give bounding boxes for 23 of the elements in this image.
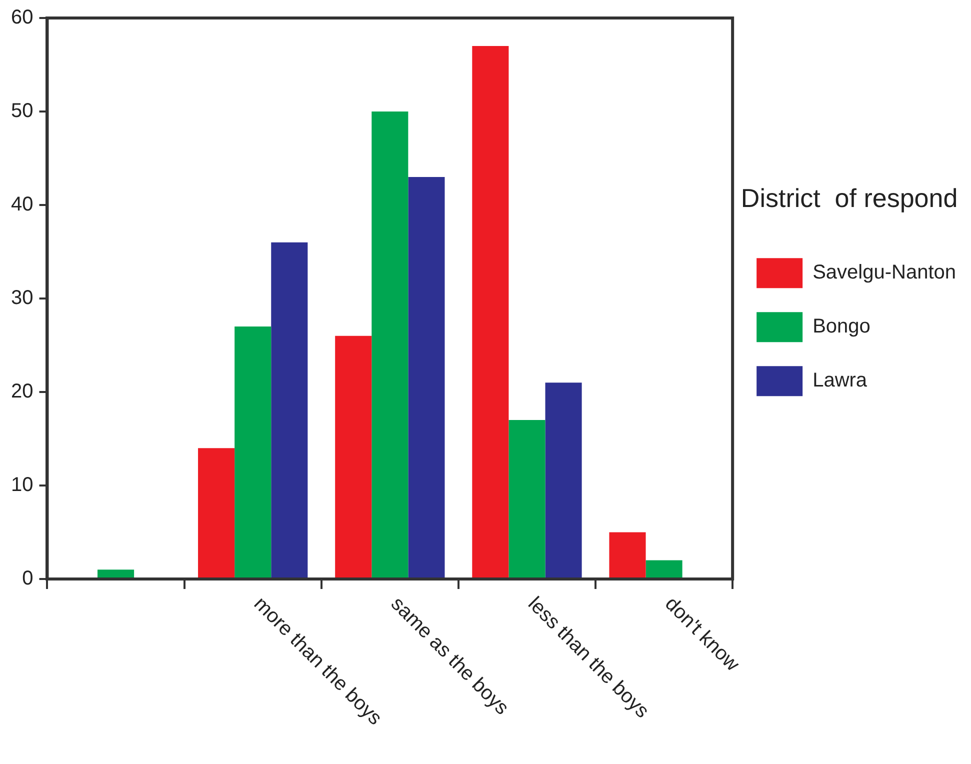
- legend-label: Lawra: [812, 370, 868, 392]
- y-tick-label: 30: [10, 287, 34, 310]
- legend-label: Bongo: [812, 316, 870, 338]
- y-tick-label: 60: [10, 6, 34, 29]
- bar: [372, 112, 408, 578]
- y-tick-label: 0: [22, 568, 34, 590]
- bar: [408, 176, 445, 578]
- bar: [508, 420, 546, 578]
- legend-label: Savelgu-Nanton: [812, 262, 956, 284]
- bar: [335, 336, 372, 578]
- y-tick-label: 40: [10, 194, 34, 216]
- bar: [234, 326, 272, 578]
- bar: [545, 382, 582, 578]
- y-tick-label: 20: [10, 380, 34, 403]
- legend-title: District of respond: [740, 183, 958, 214]
- bar: [271, 242, 308, 578]
- bar: [646, 560, 682, 578]
- y-tick-label: 10: [10, 474, 34, 496]
- bar: [198, 448, 235, 578]
- y-tick-label: 50: [10, 100, 34, 122]
- bar: [609, 532, 646, 578]
- bar: [98, 570, 134, 578]
- bar: [472, 46, 509, 578]
